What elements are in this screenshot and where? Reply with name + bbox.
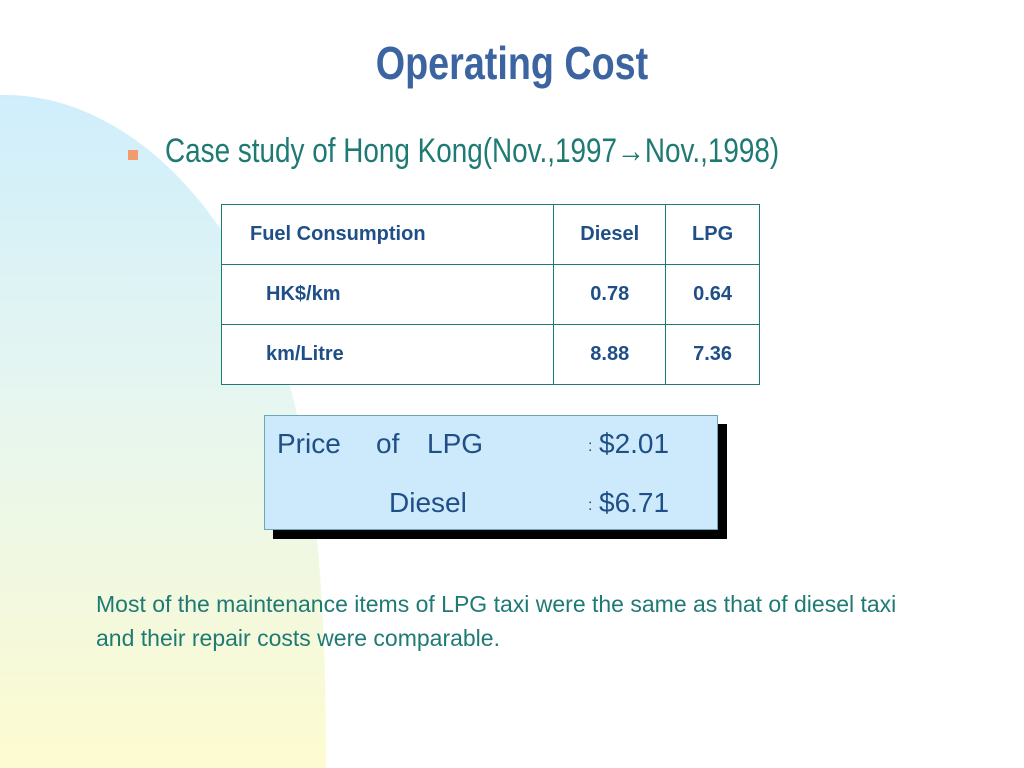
cell-diesel-value: 8.88 xyxy=(553,324,667,385)
background-curve-shape xyxy=(0,94,326,768)
row-label: HK$/km xyxy=(220,264,555,325)
fuel-price-box: Price of LPG : $2.01 Diesel : $6.71 xyxy=(264,415,718,530)
diesel-price-value: $6.71 xyxy=(599,487,670,518)
cell-lpg-value: 0.64 xyxy=(665,264,760,325)
of-word: of xyxy=(376,428,400,459)
slide-title: Operating Cost xyxy=(375,37,649,89)
table-row: km/Litre 8.88 7.36 xyxy=(220,324,760,385)
bullet-square-icon xyxy=(128,150,138,160)
lpg-label: LPG xyxy=(427,428,484,459)
fuel-consumption-table: Fuel Consumption Diesel LPG HK$/km 0.78 … xyxy=(220,204,760,385)
price-word: Price xyxy=(277,428,341,459)
cell-lpg-value: 7.36 xyxy=(665,324,760,385)
diesel-label: Diesel xyxy=(389,487,467,518)
row-label: km/Litre xyxy=(220,324,555,385)
maintenance-note: Most of the maintenance items of LPG tax… xyxy=(96,591,897,651)
lpg-price-value: $2.01 xyxy=(599,428,670,459)
diesel-colon: : xyxy=(588,497,593,514)
header-fuel-consumption: Fuel Consumption xyxy=(220,204,555,265)
case-study-bullet-text: Case study of Hong Kong(Nov.,1997→Nov.,1… xyxy=(165,132,780,170)
header-lpg: LPG xyxy=(665,204,760,265)
lpg-colon: : xyxy=(588,438,593,455)
table-header-row: Fuel Consumption Diesel LPG xyxy=(220,204,760,265)
header-diesel: Diesel xyxy=(553,204,667,265)
cell-diesel-value: 0.78 xyxy=(553,264,667,325)
table-row: HK$/km 0.78 0.64 xyxy=(220,264,760,325)
